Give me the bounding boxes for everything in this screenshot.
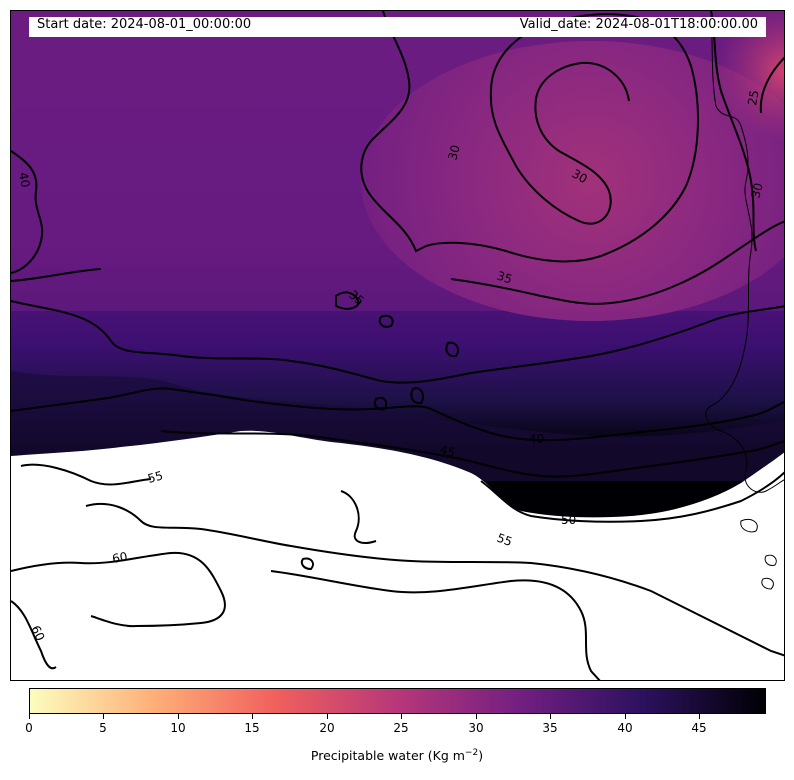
colorbar-tick <box>327 714 328 719</box>
colorbar-label-text: Precipitable water (Kg m <box>310 748 465 764</box>
colorbar-tick <box>550 714 551 719</box>
valid-date-label: Valid_date: 2024-08-01T18:00:00.00 <box>519 17 758 32</box>
colorbar-tick-label: 0 <box>25 721 33 735</box>
contour-30-west <box>360 11 699 263</box>
header-bar <box>29 17 766 37</box>
contour-label: 55 <box>146 468 164 485</box>
contour-label: 60 <box>111 550 128 566</box>
colorbar-tick <box>699 714 700 719</box>
colorbar-tick-label: 25 <box>393 721 409 735</box>
colorbar-tick-label: 40 <box>617 721 633 735</box>
contour-25 <box>759 56 784 114</box>
contour-30-east <box>710 11 757 252</box>
contour-40-west <box>11 150 44 274</box>
colorbar-tick-label: 45 <box>691 721 707 735</box>
contour-islands <box>300 291 459 571</box>
contour-label: 60 <box>28 623 47 643</box>
contour-label: 40 <box>529 432 544 446</box>
contour-label: 55 <box>495 531 514 549</box>
colorbar-tick-label: 10 <box>170 721 186 735</box>
colorbar-label-end: ) <box>478 748 484 764</box>
colorbar-label: Precipitable water (Kg m−2) <box>311 748 483 763</box>
contour-label: 40 <box>16 171 32 188</box>
colorbar-tick-label: 15 <box>244 721 260 735</box>
coastline-east <box>705 11 784 493</box>
masked-region <box>11 430 784 680</box>
colorbar-tick-label: 5 <box>99 721 107 735</box>
start-date-label: Start date: 2024-08-01_00:00:00 <box>37 17 252 32</box>
precipitable-water-map: 25 30 30 30 35 35 40 40 45 50 55 55 60 6… <box>11 11 784 680</box>
contour-label: 45 <box>438 442 456 459</box>
contour-50 <box>480 471 784 523</box>
colorbar-tick-label: 35 <box>542 721 558 735</box>
colorbar-tick <box>29 714 30 719</box>
contour-45 <box>160 430 784 478</box>
contour-35 <box>11 220 784 384</box>
colorbar-tick <box>476 714 477 719</box>
colorbar-label-exponent: −2 <box>464 748 479 758</box>
contour-40 <box>11 387 784 442</box>
contour-60 <box>11 551 601 680</box>
map-panel: 25 30 30 30 35 35 40 40 45 50 55 55 60 6… <box>10 10 785 681</box>
colorbar-tick <box>252 714 253 719</box>
colorbar-tick-label: 20 <box>319 721 335 735</box>
colorbar-tick-label: 30 <box>468 721 484 735</box>
contour-30-inner <box>489 25 630 225</box>
contour-label: 35 <box>495 269 514 287</box>
contour-label: 25 <box>745 89 761 106</box>
contour-label: 30 <box>445 143 462 161</box>
contour-label: 30 <box>748 181 765 199</box>
colorbar-tick <box>103 714 104 719</box>
coastline <box>705 11 784 590</box>
colorbar-tick <box>625 714 626 719</box>
colorbar-tick <box>401 714 402 719</box>
contour-label: 30 <box>570 166 590 186</box>
contour-55-west <box>20 463 784 657</box>
colorbar-tick <box>178 714 179 719</box>
contour-label: 50 <box>561 513 576 527</box>
contour-lines <box>11 11 784 680</box>
colorbar <box>29 688 766 714</box>
coastline-islands <box>740 518 777 590</box>
contour-55-mid <box>340 490 377 544</box>
